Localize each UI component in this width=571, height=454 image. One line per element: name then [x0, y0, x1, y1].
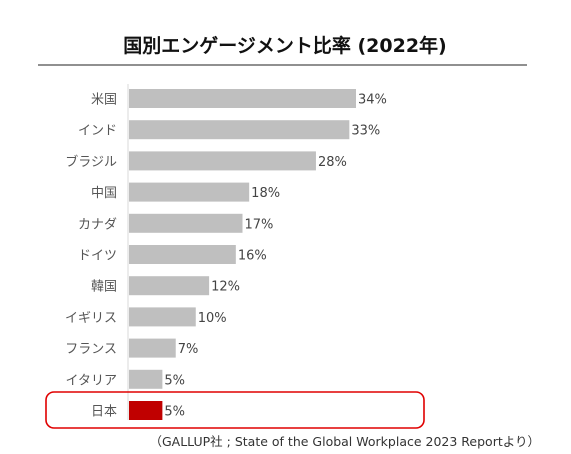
bar-7 — [129, 276, 210, 296]
category-label: 日本 — [91, 405, 117, 420]
bar-11 — [129, 401, 163, 420]
category-label: 米国 — [91, 93, 117, 108]
value-label: 18% — [251, 186, 280, 201]
value-label: 34% — [358, 93, 387, 108]
bars-group: 米国 34% インド 33% ブラジル 28% 中国 18% カナダ 17% ドイツ 16% 韓国 12%… — [45, 89, 425, 429]
bar-5 — [129, 213, 243, 233]
category-label: ドイツ — [78, 249, 117, 264]
value-label: 7% — [178, 342, 199, 357]
value-label: 5% — [164, 373, 185, 388]
category-label: 中国 — [91, 186, 117, 201]
value-label: 17% — [245, 217, 274, 232]
bar-3 — [129, 151, 316, 171]
value-label: 28% — [318, 155, 347, 170]
value-label: 10% — [198, 311, 227, 326]
chart-title: 国別エンゲージメント比率 (2022年) — [123, 34, 446, 57]
source-note: （GALLUP社 ; State of the Global Workplace… — [149, 434, 540, 449]
bar-2 — [129, 120, 350, 140]
bar-4 — [129, 182, 250, 202]
highlight-box — [45, 391, 425, 429]
category-label: 韓国 — [91, 280, 117, 295]
bar-8 — [129, 307, 196, 327]
value-label: 5% — [164, 405, 185, 420]
category-label: フランス — [65, 342, 117, 357]
category-label: イタリア — [66, 373, 117, 388]
category-label: ブラジル — [65, 154, 117, 170]
value-label: 16% — [238, 249, 267, 264]
bar-1 — [129, 89, 356, 108]
value-label: 12% — [211, 280, 240, 295]
bar-6 — [129, 245, 236, 264]
value-label: 33% — [351, 124, 380, 139]
category-label: インド — [78, 124, 117, 139]
category-label: イギリス — [65, 311, 117, 326]
category-label: カナダ — [78, 217, 117, 232]
bar-9 — [129, 338, 176, 358]
bar-10 — [129, 369, 163, 389]
